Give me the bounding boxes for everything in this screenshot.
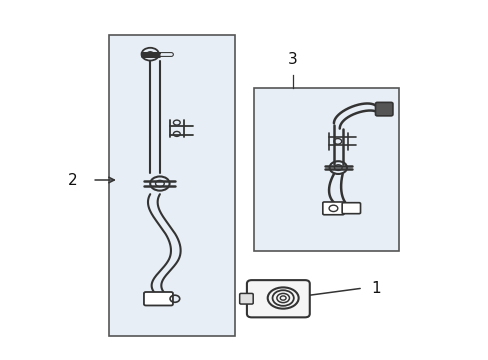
Text: 3: 3 [287, 51, 297, 67]
Bar [254, 88, 398, 251]
Text: 1: 1 [370, 280, 380, 296]
FancyBboxPatch shape [375, 102, 392, 116]
FancyBboxPatch shape [239, 293, 253, 304]
Text: 2: 2 [68, 172, 78, 188]
FancyBboxPatch shape [143, 292, 173, 306]
FancyBboxPatch shape [246, 280, 309, 318]
Bar [109, 35, 234, 336]
FancyBboxPatch shape [322, 202, 344, 215]
FancyBboxPatch shape [342, 203, 360, 214]
